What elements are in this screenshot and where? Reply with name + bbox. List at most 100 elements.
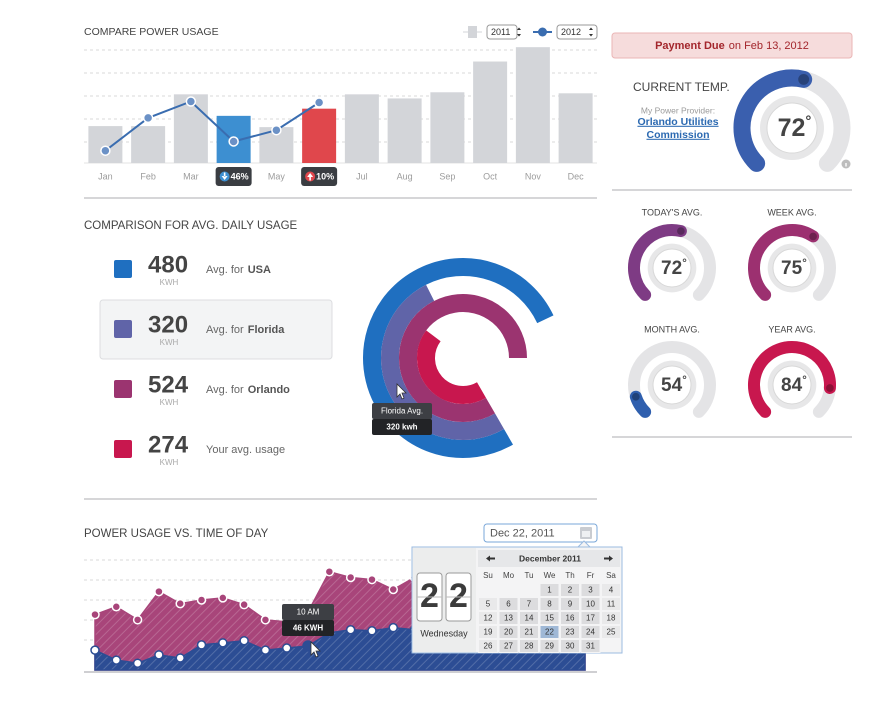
datepicker-pointer bbox=[576, 540, 592, 548]
day-cell[interactable] bbox=[478, 597, 498, 611]
tooltip-bottom bbox=[372, 419, 432, 435]
gauge-track bbox=[628, 341, 716, 418]
day-label: 24 bbox=[586, 628, 595, 637]
tooltip-title: Florida Avg. bbox=[381, 407, 423, 416]
gauge-title: YEAR AVG. bbox=[768, 324, 815, 334]
tooltip-value: 46 KWH bbox=[293, 624, 323, 633]
day-cell[interactable] bbox=[580, 597, 601, 611]
next-arrow[interactable] bbox=[604, 555, 613, 562]
line-point bbox=[228, 136, 239, 147]
calendar-icon-face bbox=[582, 531, 590, 537]
change-arrow bbox=[307, 173, 314, 181]
day-cell[interactable] bbox=[498, 597, 519, 611]
date-input[interactable] bbox=[483, 523, 598, 543]
gauge-face bbox=[766, 102, 818, 154]
weekday-header: Mo bbox=[503, 571, 515, 580]
radial-bar bbox=[363, 258, 554, 458]
x-tick-label: Jan bbox=[98, 171, 113, 181]
day-cell[interactable] bbox=[601, 611, 621, 625]
x-tick-label: Dec bbox=[568, 171, 585, 181]
section-title: POWER USAGE VS. TIME OF DAY bbox=[84, 528, 269, 540]
day-label: 4 bbox=[609, 586, 614, 595]
day-cell[interactable] bbox=[498, 639, 519, 653]
day-cell[interactable] bbox=[498, 611, 519, 625]
day-cell[interactable] bbox=[580, 583, 601, 597]
gauge-degree: ° bbox=[682, 375, 687, 387]
day-label: 31 bbox=[586, 642, 595, 651]
day-cell[interactable] bbox=[560, 639, 580, 653]
day-cell[interactable] bbox=[580, 625, 601, 639]
day-cell[interactable] bbox=[560, 583, 580, 597]
flip-digit: 2 bbox=[449, 577, 468, 615]
gauge-face bbox=[772, 248, 812, 288]
gauge-knob bbox=[826, 384, 834, 392]
day-cell[interactable] bbox=[539, 625, 560, 639]
area-point bbox=[90, 645, 100, 655]
usage-value: 480 bbox=[148, 251, 188, 278]
separator bbox=[612, 436, 852, 438]
gauge-number: 75 bbox=[781, 258, 803, 279]
day-label: 28 bbox=[525, 642, 534, 651]
gauge-label: 54° bbox=[661, 375, 687, 396]
day-cell[interactable] bbox=[560, 611, 580, 625]
usage-label-text: Avg. for bbox=[206, 264, 244, 276]
section-title: COMPARE POWER USAGE bbox=[84, 26, 219, 38]
x-tick-label: Feb bbox=[140, 171, 156, 181]
day-cell[interactable] bbox=[580, 639, 601, 653]
provider-link[interactable]: Commission bbox=[646, 129, 709, 141]
gauge-degree: ° bbox=[805, 113, 811, 130]
line-point bbox=[142, 112, 154, 124]
day-cell[interactable] bbox=[478, 625, 498, 639]
day-cell[interactable] bbox=[498, 625, 519, 639]
day-cell[interactable] bbox=[560, 625, 580, 639]
day-label: 1 bbox=[547, 586, 552, 595]
day-cell[interactable] bbox=[478, 639, 498, 653]
day-cell[interactable] bbox=[519, 639, 539, 653]
day-cell[interactable] bbox=[539, 639, 560, 653]
x-tick-label: May bbox=[268, 171, 286, 181]
gauge-face bbox=[652, 248, 692, 288]
day-cell[interactable] bbox=[519, 597, 539, 611]
area-point bbox=[367, 626, 377, 636]
radial-bar bbox=[417, 330, 486, 404]
day-cell[interactable] bbox=[601, 597, 621, 611]
day-cell[interactable] bbox=[519, 625, 539, 639]
day-cell[interactable] bbox=[580, 611, 601, 625]
area-point bbox=[111, 655, 122, 665]
day-label: 26 bbox=[484, 642, 493, 651]
change-label: 10% bbox=[316, 171, 334, 181]
day-cell[interactable] bbox=[539, 611, 560, 625]
weekday-label: Wednesday bbox=[420, 628, 468, 638]
bar bbox=[515, 47, 550, 163]
year-select[interactable] bbox=[486, 24, 518, 40]
payment-label: Payment Due bbox=[655, 40, 725, 52]
gauge-value bbox=[629, 390, 652, 418]
area-point bbox=[90, 609, 100, 620]
day-label: 22 bbox=[545, 628, 554, 637]
provider-link[interactable]: Orlando Utilities bbox=[637, 116, 718, 128]
usage-unit: KWH bbox=[160, 338, 179, 347]
gauge-number: 72 bbox=[778, 114, 806, 142]
gauge-value bbox=[748, 224, 820, 301]
day-label: 18 bbox=[607, 614, 616, 623]
day-cell[interactable] bbox=[519, 611, 539, 625]
tooltip-bottom bbox=[282, 620, 334, 636]
gauge-knob bbox=[632, 392, 640, 401]
year-select[interactable] bbox=[556, 24, 598, 40]
day-cell[interactable] bbox=[601, 583, 621, 597]
day-cell[interactable] bbox=[560, 597, 580, 611]
day-cell[interactable] bbox=[539, 597, 560, 611]
prev-arrow[interactable] bbox=[486, 555, 495, 562]
area-point bbox=[111, 602, 122, 612]
day-label: 25 bbox=[607, 628, 616, 637]
day-cell[interactable] bbox=[539, 583, 560, 597]
day-cell[interactable] bbox=[601, 625, 621, 639]
gauge-label: 75° bbox=[781, 258, 807, 279]
day-cell[interactable] bbox=[478, 611, 498, 625]
day-label: 6 bbox=[506, 600, 511, 609]
separator bbox=[84, 498, 597, 500]
day-label: 7 bbox=[527, 600, 532, 609]
change-arrow bbox=[221, 172, 228, 180]
usage-label-text: Your avg. usage bbox=[206, 444, 285, 456]
x-tick-label: Mar bbox=[183, 171, 199, 181]
